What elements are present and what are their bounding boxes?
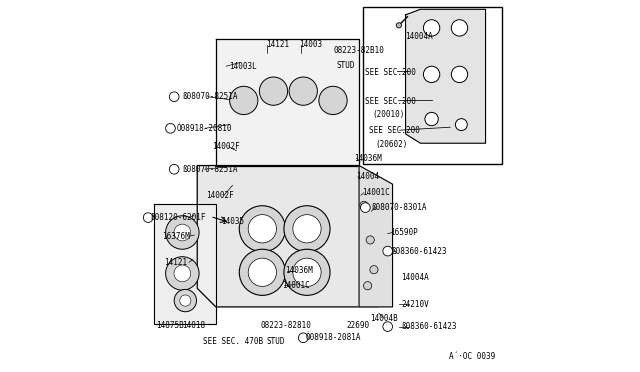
- Circle shape: [360, 203, 370, 212]
- Text: 14001C: 14001C: [282, 281, 310, 290]
- Circle shape: [239, 249, 285, 295]
- Circle shape: [383, 322, 392, 331]
- Circle shape: [259, 77, 287, 105]
- Circle shape: [174, 289, 196, 312]
- Text: 14036M: 14036M: [285, 266, 312, 275]
- Text: 14002F: 14002F: [207, 191, 234, 200]
- Circle shape: [248, 215, 276, 243]
- Text: 14035: 14035: [221, 217, 244, 226]
- Circle shape: [293, 258, 321, 286]
- Text: ß08120-6201F: ß08120-6201F: [151, 213, 206, 222]
- Circle shape: [248, 258, 276, 286]
- Circle shape: [425, 112, 438, 126]
- Text: STUD: STUD: [337, 61, 355, 70]
- Circle shape: [366, 236, 374, 244]
- Circle shape: [360, 201, 368, 209]
- Text: 16376M: 16376M: [162, 232, 189, 241]
- Circle shape: [364, 282, 372, 290]
- Circle shape: [170, 92, 179, 102]
- Text: Ó08918-20810: Ó08918-20810: [177, 124, 232, 133]
- Circle shape: [170, 164, 179, 174]
- Text: 14002F: 14002F: [212, 142, 240, 151]
- Text: 16590P: 16590P: [390, 228, 418, 237]
- Circle shape: [451, 66, 468, 83]
- Circle shape: [239, 206, 285, 252]
- Text: ß08070-8251A: ß08070-8251A: [182, 165, 238, 174]
- Circle shape: [166, 124, 175, 133]
- Circle shape: [424, 66, 440, 83]
- Text: SEE SEC. 470B: SEE SEC. 470B: [203, 337, 263, 346]
- Circle shape: [370, 266, 378, 274]
- Text: 14875B: 14875B: [156, 321, 184, 330]
- Text: STUD: STUD: [266, 337, 285, 346]
- Text: 24210V: 24210V: [401, 300, 429, 309]
- Text: (20010): (20010): [373, 110, 405, 119]
- Text: 14003: 14003: [300, 40, 323, 49]
- Text: 08223-82B10: 08223-82B10: [333, 46, 384, 55]
- Text: ß08360-61423: ß08360-61423: [392, 247, 447, 256]
- Circle shape: [456, 119, 467, 131]
- Polygon shape: [216, 39, 359, 166]
- Text: Ó08918-2081A: Ó08918-2081A: [306, 333, 362, 342]
- Text: (20602): (20602): [375, 140, 408, 149]
- Text: ß08070-8251A: ß08070-8251A: [182, 92, 238, 101]
- Circle shape: [293, 215, 321, 243]
- Text: 14121: 14121: [266, 40, 289, 49]
- Text: ß08360-61423: ß08360-61423: [401, 322, 456, 331]
- Text: 08223-82810: 08223-82810: [260, 321, 311, 330]
- Text: SEE SEC.200: SEE SEC.200: [369, 126, 420, 135]
- Circle shape: [174, 224, 191, 241]
- Circle shape: [143, 213, 153, 222]
- Polygon shape: [406, 9, 486, 143]
- Circle shape: [284, 206, 330, 252]
- Circle shape: [174, 265, 191, 282]
- Circle shape: [424, 20, 440, 36]
- Text: 14004A: 14004A: [405, 32, 433, 41]
- Circle shape: [166, 257, 199, 290]
- Polygon shape: [359, 166, 392, 307]
- FancyBboxPatch shape: [363, 7, 502, 164]
- Text: 14036M: 14036M: [354, 154, 382, 163]
- Circle shape: [451, 20, 468, 36]
- Circle shape: [289, 77, 317, 105]
- Circle shape: [180, 295, 191, 306]
- Text: 14018: 14018: [182, 321, 205, 330]
- Text: 14001C: 14001C: [362, 188, 389, 197]
- Polygon shape: [154, 204, 216, 324]
- Circle shape: [166, 216, 199, 249]
- Text: SEE SEC.200: SEE SEC.200: [365, 68, 416, 77]
- Text: 22690: 22690: [347, 321, 370, 330]
- Text: SEE SEC.200: SEE SEC.200: [365, 97, 416, 106]
- Polygon shape: [197, 166, 378, 307]
- Text: 14004A: 14004A: [401, 273, 429, 282]
- Circle shape: [230, 86, 258, 115]
- Text: ß08070-8301A: ß08070-8301A: [371, 203, 427, 212]
- Text: 14004: 14004: [356, 172, 380, 181]
- Circle shape: [383, 246, 392, 256]
- Circle shape: [298, 333, 308, 343]
- Circle shape: [319, 86, 347, 115]
- Circle shape: [396, 23, 401, 28]
- Text: 14121: 14121: [164, 258, 187, 267]
- Circle shape: [284, 249, 330, 295]
- Text: 14003L: 14003L: [229, 62, 257, 71]
- Text: 14004B: 14004B: [370, 314, 398, 323]
- Text: A´·OC 0039: A´·OC 0039: [449, 352, 495, 361]
